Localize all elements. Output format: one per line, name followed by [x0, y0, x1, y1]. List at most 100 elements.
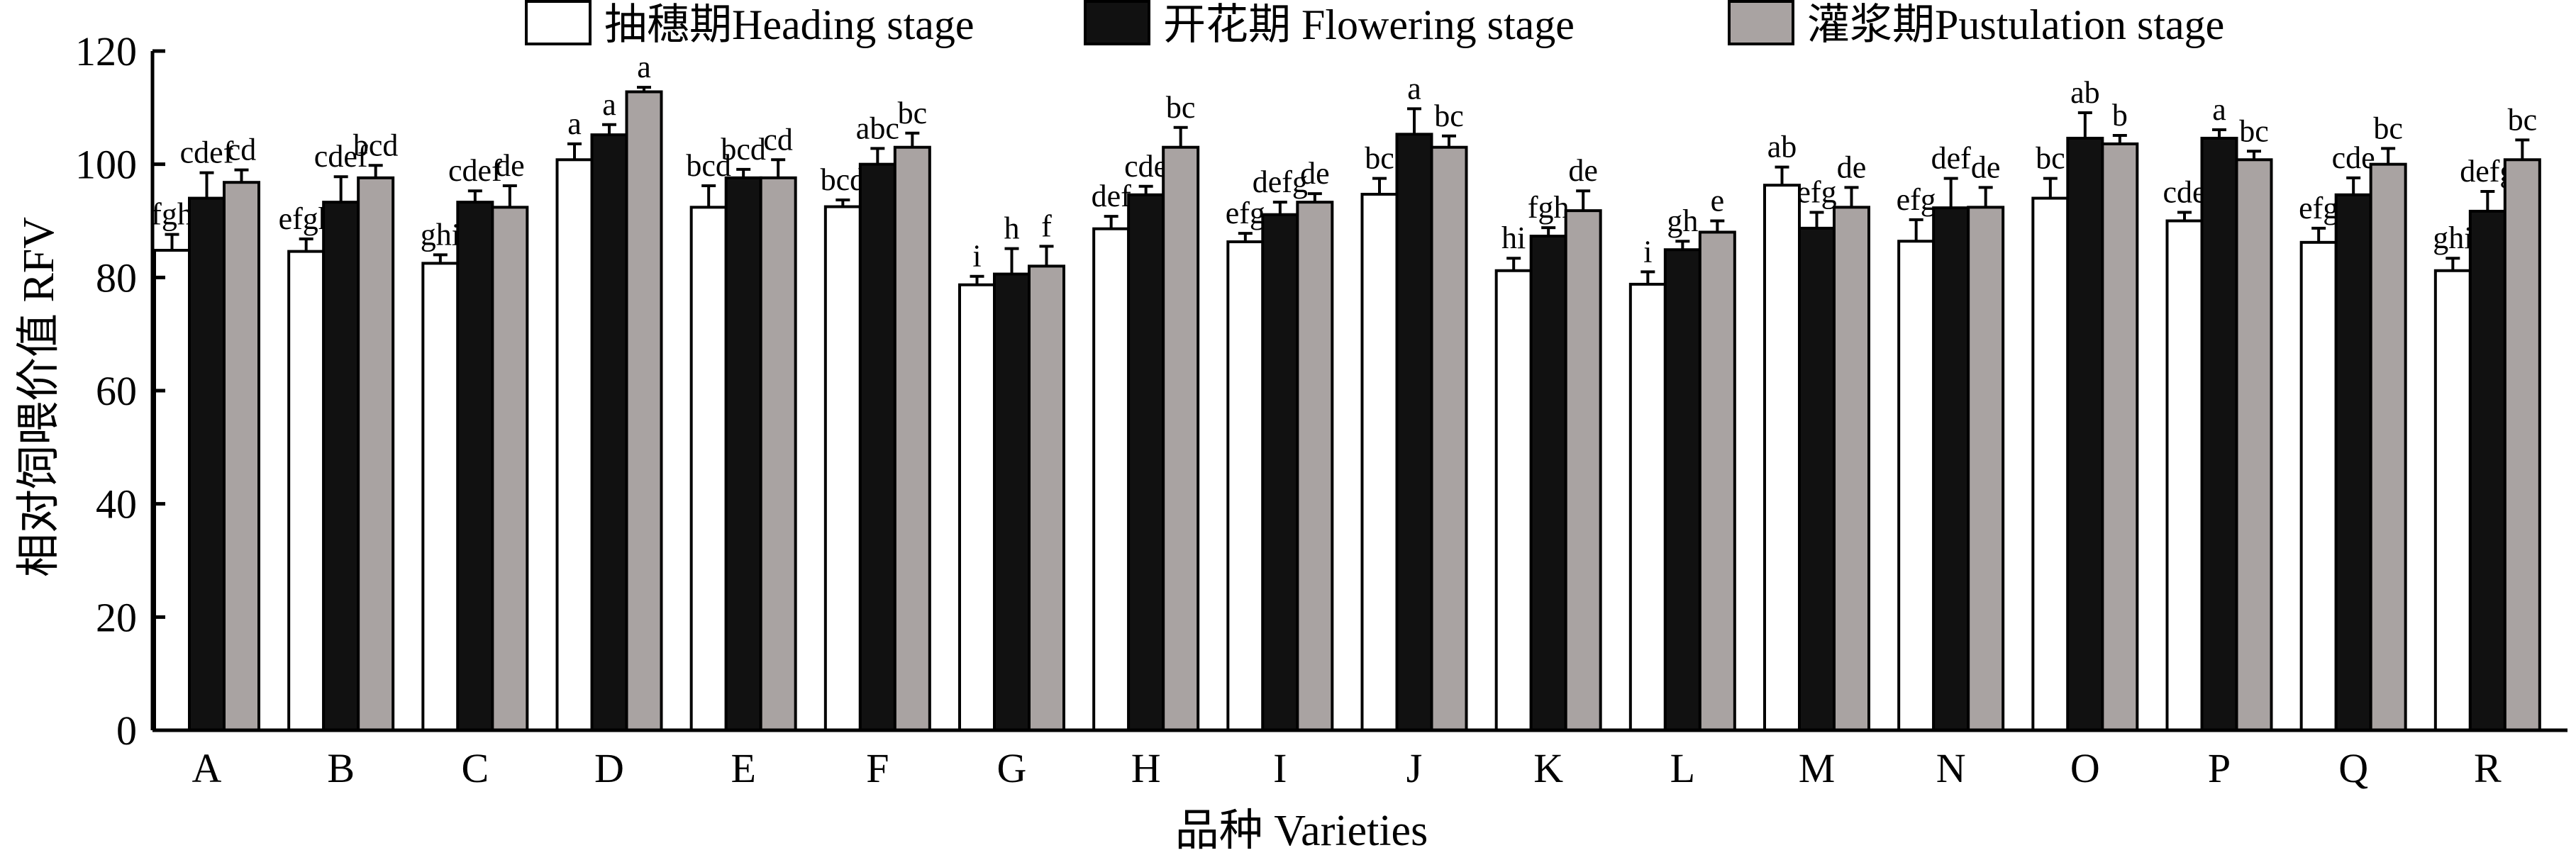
significance-label: efg: [2299, 191, 2338, 225]
bar-I-series-2: [1261, 213, 1299, 732]
significance-label: efg: [1897, 182, 1936, 217]
significance-label: bc: [1365, 141, 1394, 176]
significance-label: ab: [1767, 130, 1797, 164]
bar-J-series-2: [1395, 133, 1433, 732]
y-tick-label: 60: [96, 368, 137, 414]
significance-label: efg: [1797, 175, 1836, 210]
x-tick-label: A: [192, 745, 222, 791]
significance-label: bc: [2036, 141, 2065, 176]
x-tick-label: I: [1273, 745, 1287, 791]
significance-label: cdef: [448, 153, 502, 188]
y-tick-label: 0: [116, 708, 137, 754]
x-tick-label: E: [731, 745, 755, 791]
significance-label: abc: [856, 111, 899, 145]
significance-label: a: [637, 50, 651, 84]
bar-E-series-1: [689, 206, 728, 732]
x-ticks: A B C D E F G H I J K L M N O P Q R: [192, 745, 2502, 791]
significance-label: efg: [1226, 196, 1265, 230]
significance-label: fgh: [151, 197, 193, 232]
bar-P-series-2: [2200, 136, 2238, 732]
significance-label: de: [1568, 153, 1598, 188]
y-ticks: 0 20 40 60 80 100 120: [75, 28, 165, 754]
significance-label: b: [2112, 98, 2128, 133]
significance-label: bc: [2508, 102, 2538, 137]
x-tick-label: D: [594, 745, 624, 791]
significance-label: e: [1711, 184, 1725, 218]
significance-label: cde: [2332, 140, 2375, 175]
significance-label: bc: [898, 96, 928, 130]
legend: 抽穗期Heading stage 开花期 Flowering stage 灌浆期Pu…: [525, 0, 2224, 48]
x-tick-label: N: [1936, 745, 1966, 791]
x-tick-label: G: [997, 745, 1027, 791]
bar-M-series-1: [1763, 184, 1801, 732]
significance-label: fgh: [1528, 190, 1570, 225]
x-tick-label: H: [1131, 745, 1161, 791]
x-tick-label: L: [1670, 745, 1695, 791]
significance-label: cde: [2163, 175, 2206, 210]
bar-N-series-3: [1967, 206, 2005, 732]
significance-label: de: [1837, 150, 1867, 184]
y-tick-label: 80: [96, 255, 137, 301]
x-tick-label: M: [1799, 745, 1836, 791]
bar-G-series-2: [993, 272, 1031, 732]
bar-I-series-1: [1226, 240, 1265, 732]
bar-B-series-2: [322, 201, 360, 732]
bar-B-series-1: [287, 250, 326, 732]
bar-F-series-1: [823, 205, 862, 732]
bar-Q-series-1: [2299, 240, 2338, 732]
significance-label: bc: [1166, 90, 1196, 125]
legend-label-3: 灌浆期Pustulation stage: [1807, 1, 2224, 48]
significance-label: ghi: [421, 217, 460, 252]
bars-layer: fghcdefcdefghcdefbcdghicdefdeaaabcdbcdcd…: [151, 50, 2541, 732]
x-tick-label: O: [2070, 745, 2100, 791]
significance-label: bcd: [353, 128, 399, 162]
bar-O-series-3: [2101, 142, 2139, 732]
bar-D-series-2: [590, 133, 628, 732]
significance-label: hi: [1501, 220, 1526, 255]
y-tick-label: 120: [75, 28, 137, 74]
x-tick-label: P: [2208, 745, 2231, 791]
x-tick-label: B: [327, 745, 355, 791]
significance-label: cd: [227, 133, 257, 167]
y-axis-title: 相对饲喂价值 RFV: [15, 217, 63, 577]
bar-L-series-2: [1663, 248, 1701, 732]
bar-I-series-3: [1296, 201, 1334, 732]
significance-label: de: [1300, 156, 1330, 191]
significance-label: ghi: [2433, 220, 2472, 255]
bar-O-series-1: [2031, 196, 2070, 732]
bar-G-series-3: [1028, 264, 1065, 732]
significance-label: a: [602, 87, 616, 122]
significance-label: bc: [2373, 111, 2403, 145]
significance-label: bc: [1434, 99, 1464, 133]
significance-label: a: [2212, 92, 2226, 127]
significance-label: ab: [2070, 75, 2100, 110]
bar-H-series-3: [1162, 145, 1200, 732]
significance-label: gh: [1667, 203, 1698, 238]
bar-K-series-2: [1529, 235, 1567, 732]
significance-label: f: [1041, 208, 1052, 243]
bar-D-series-1: [555, 158, 594, 732]
significance-label: i: [972, 239, 981, 274]
significance-label: de: [1971, 150, 2001, 184]
significance-label: h: [1004, 211, 1020, 246]
y-tick-label: 40: [96, 481, 137, 527]
bar-R-series-2: [2468, 209, 2506, 732]
legend-label-2: 开花期 Flowering stage: [1163, 1, 1575, 48]
bar-F-series-2: [858, 162, 896, 732]
significance-label: def: [1931, 141, 1972, 176]
bar-E-series-2: [724, 176, 762, 732]
legend-label-1: 抽穗期Heading stage: [604, 1, 975, 48]
significance-label: def: [1092, 179, 1132, 213]
y-tick-label: 20: [96, 594, 137, 640]
bar-M-series-2: [1798, 226, 1836, 732]
bar-B-series-3: [357, 176, 395, 732]
bar-D-series-3: [625, 90, 663, 732]
bar-R-series-3: [2503, 158, 2541, 732]
bar-K-series-1: [1494, 269, 1533, 732]
bar-G-series-1: [958, 283, 996, 732]
bar-A-series-1: [153, 249, 191, 732]
bar-K-series-3: [1564, 209, 1602, 732]
bar-H-series-1: [1092, 227, 1131, 732]
bar-H-series-2: [1127, 193, 1165, 732]
